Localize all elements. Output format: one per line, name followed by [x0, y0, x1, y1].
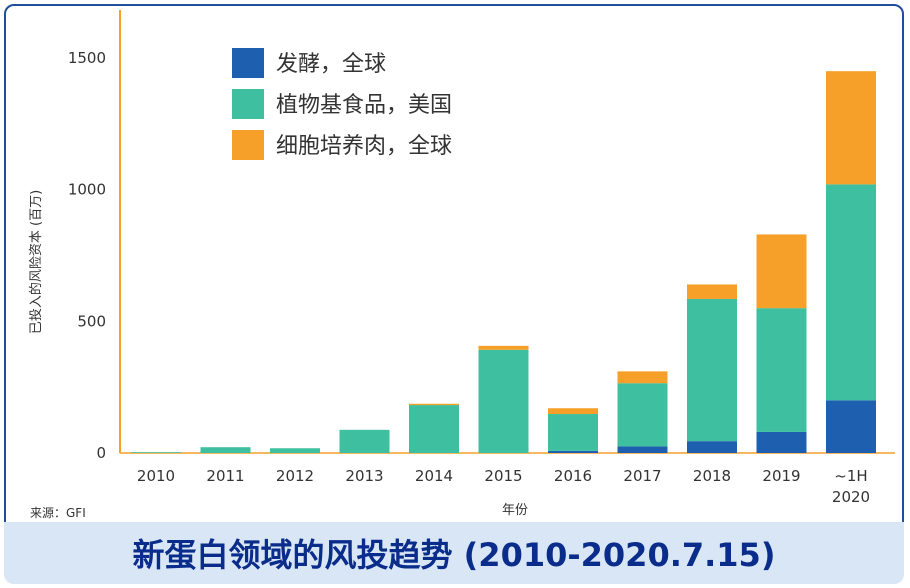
bar-segment — [826, 71, 876, 185]
x-tick-label: 2019 — [762, 467, 800, 485]
bar-segment — [478, 345, 529, 350]
bar-segment — [409, 405, 459, 453]
source-note: 来源：GFI — [30, 506, 86, 520]
bars — [131, 71, 876, 453]
banner-title: 新蛋白领域的风投趋势 (2010-2020.7.15) — [132, 536, 776, 574]
x-tick-label: 2011 — [206, 467, 244, 485]
x-tick-label: 2015 — [484, 467, 522, 485]
x-tick-label: ~1H 2020 — [832, 467, 870, 506]
bar-segment — [756, 431, 807, 453]
bar-segment — [548, 450, 598, 453]
bar-segment — [478, 349, 529, 453]
x-tick-label: 2013 — [345, 467, 383, 485]
bar-segment — [270, 448, 320, 453]
x-tick-label: 2012 — [276, 467, 314, 485]
x-tick-label: 2016 — [554, 467, 592, 485]
legend-label: 植物基食品，美国 — [276, 93, 452, 118]
y-tick-label: 500 — [77, 312, 106, 330]
legend-swatch — [232, 48, 264, 78]
legend-label: 细胞培养肉，全球 — [276, 134, 452, 159]
x-tick-label: 2018 — [693, 467, 731, 485]
y-tick-label: 1000 — [68, 181, 106, 199]
y-axis-label: 已投入的风险资本 (百万) — [28, 190, 44, 334]
x-tick-label: 2014 — [415, 467, 453, 485]
banner: 新蛋白领域的风投趋势 (2010-2020.7.15) — [4, 522, 904, 584]
bar-segment — [826, 400, 876, 453]
chart-frame — [4, 4, 904, 582]
bar-segment — [548, 414, 598, 451]
bar-segment — [687, 298, 737, 442]
bar-segment — [756, 308, 807, 432]
bar-segment — [617, 383, 668, 447]
legend-swatch — [232, 130, 264, 160]
legend-label: 发酵，全球 — [276, 52, 386, 77]
bar-segment — [756, 234, 807, 309]
bar-segment — [617, 371, 668, 384]
bar-segment — [339, 429, 390, 453]
bar-segment — [409, 403, 459, 406]
bar-segment — [131, 452, 181, 453]
x-tick-label: 2017 — [623, 467, 661, 485]
bar-segment — [826, 184, 876, 401]
x-axis-label: 年份 — [502, 503, 528, 518]
x-axis-ticks: 2010 2011 2012 2013 2014 2015 2016 2017 2018 2019… — [137, 467, 870, 506]
bar-segment — [687, 284, 737, 299]
bar-segment — [617, 446, 668, 453]
bar-segment — [687, 441, 737, 453]
bar-segment — [200, 447, 251, 453]
y-tick-label: 0 — [96, 444, 106, 462]
bar-segment — [548, 408, 598, 415]
y-tick-label: 1500 — [68, 49, 106, 67]
x-tick-label: 2010 — [137, 467, 175, 485]
legend-swatch — [232, 89, 264, 119]
